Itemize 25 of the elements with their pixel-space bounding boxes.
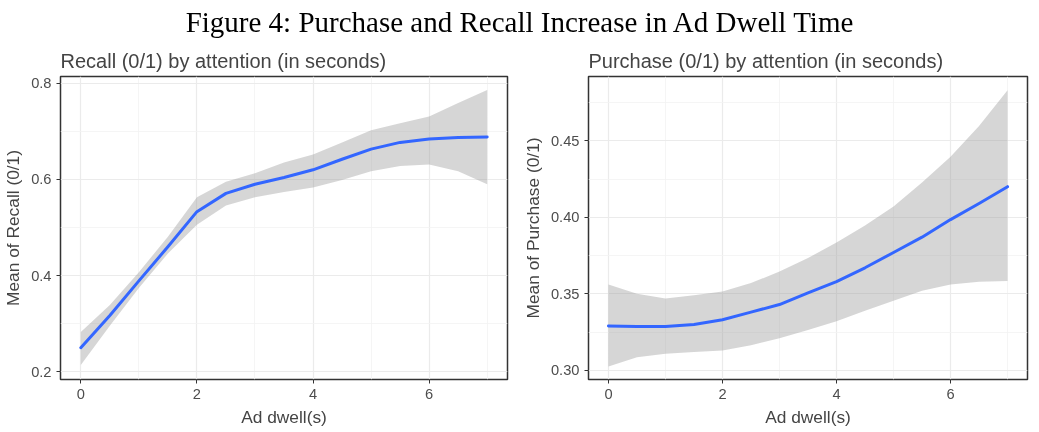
y-axis-title: Mean of Recall (0/1)	[3, 149, 24, 307]
line-series	[606, 185, 1010, 328]
chart-subtitle: Recall (0/1) by attention (in seconds)	[60, 49, 387, 72]
x-tick-label: 6	[946, 385, 955, 402]
y-axis-title: Mean of Purchase (0/1)	[522, 137, 543, 319]
x-axis-title: Ad dwell(s)	[241, 406, 327, 427]
y-tick-label: 0.30	[550, 362, 580, 379]
line-series	[79, 135, 489, 350]
x-axis-title: Ad dwell(s)	[765, 406, 851, 427]
y-tick-label: 0.35	[550, 285, 580, 302]
x-tick-label: 6	[425, 385, 434, 402]
y-tick-label: 0.4	[31, 267, 52, 284]
y-tick-label: 0.8	[31, 75, 52, 92]
x-tick-label: 4	[832, 385, 841, 402]
y-tick-label: 0.6	[31, 171, 52, 188]
x-tick-label: 0	[604, 385, 613, 402]
chart-subtitle: Purchase (0/1) by attention (in seconds)	[588, 49, 944, 72]
x-tick-label: 0	[76, 385, 85, 402]
y-tick-label: 0.45	[550, 132, 580, 149]
y-tick-label: 0.40	[550, 209, 580, 226]
x-tick-label: 2	[718, 385, 727, 402]
chart-title: Figure 4: Purchase and Recall Increase in Ad Dwell Time	[184, 5, 855, 40]
y-tick-label: 0.2	[31, 363, 52, 380]
x-tick-label: 2	[192, 385, 201, 402]
x-tick-label: 4	[308, 385, 318, 402]
